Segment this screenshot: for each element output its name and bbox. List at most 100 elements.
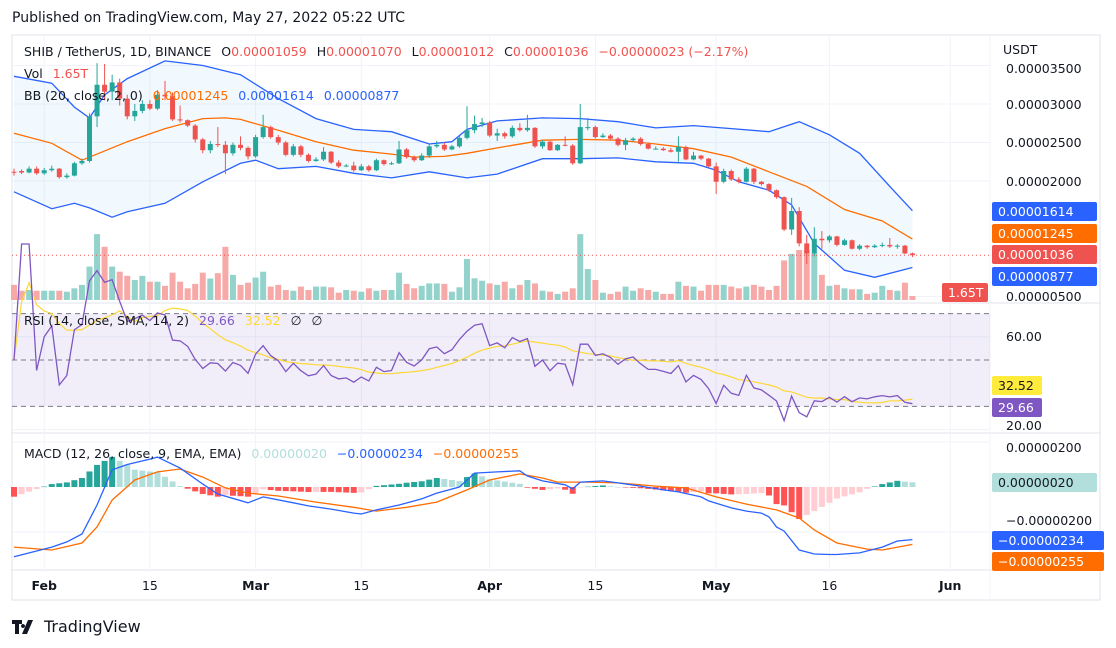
rsi-legend[interactable]: RSI (14, close, SMA, 14, 2) 29.66 32.52 … xyxy=(24,313,328,329)
volume-bar xyxy=(139,275,146,300)
volume-bar xyxy=(811,253,818,300)
volume-bar xyxy=(11,284,17,300)
candle-body xyxy=(19,170,25,173)
macd-legend[interactable]: MACD (12, 26, close, 9, EMA, EMA) 0.0000… xyxy=(24,446,525,462)
candle-body xyxy=(902,245,908,254)
macd-histogram-bar xyxy=(343,487,350,493)
candle-body xyxy=(796,211,802,244)
macd-histogram-bar xyxy=(728,487,735,495)
volume-bar xyxy=(675,281,682,300)
candle-body xyxy=(781,197,787,230)
candle-body xyxy=(449,146,455,150)
volume-bar xyxy=(448,291,455,300)
volume-bar xyxy=(101,246,108,300)
rsi-label: RSI (14, close, SMA, 14, 2) xyxy=(24,313,190,328)
candle-body xyxy=(283,142,289,155)
candle-body xyxy=(811,238,817,254)
candle-body xyxy=(268,127,274,138)
macd-histogram-bar xyxy=(63,482,70,487)
macd-histogram-bar xyxy=(531,487,538,489)
candle-body xyxy=(373,160,379,171)
candle-body xyxy=(222,144,228,154)
candle-body xyxy=(109,82,115,92)
volume-bar xyxy=(403,283,410,300)
symbol-title: SHIB / TetherUS, 1D, BINANCE xyxy=(24,44,212,59)
volume-bar xyxy=(750,284,757,300)
candle-body xyxy=(426,146,432,156)
volume-bar xyxy=(630,290,637,300)
macd-histogram-bar xyxy=(456,481,463,487)
volume-bar xyxy=(479,280,486,300)
time-tick-label: 15 xyxy=(353,578,370,593)
candle-body xyxy=(804,243,810,254)
rsi-price-tag: 29.66 xyxy=(992,397,1042,417)
bb-legend[interactable]: BB (20, close, 2, 0) 0.00001245 0.000016… xyxy=(24,88,405,104)
candle-body xyxy=(185,120,191,126)
volume-legend[interactable]: Vol 1.65T xyxy=(24,66,94,82)
volume-bar xyxy=(592,279,599,300)
candle-body xyxy=(11,171,17,173)
time-tick-label: Apr xyxy=(477,578,503,593)
volume-bar xyxy=(373,290,380,300)
candles xyxy=(11,63,990,265)
candle-body xyxy=(562,144,568,146)
candle-body xyxy=(253,137,259,157)
candle-body xyxy=(774,190,780,198)
candle-body xyxy=(87,116,92,161)
close-price-tag: 0.00001036 xyxy=(992,244,1097,264)
bb-lower-value: 0.00000877 xyxy=(323,88,400,103)
bb-basis-value: 0.00001245 xyxy=(152,88,229,103)
candle-body xyxy=(532,127,538,147)
candle-body xyxy=(56,168,62,178)
candle-body xyxy=(517,127,523,131)
volume-bar xyxy=(539,290,546,300)
macd-histogram-bar xyxy=(569,487,576,494)
volume-bar xyxy=(841,288,848,300)
macd-histogram-bar xyxy=(109,456,116,487)
macd-signal-value: −0.00000255 xyxy=(432,446,519,461)
macd-signal-price-tag: −0.00000255 xyxy=(992,551,1104,571)
macd-histogram-bar xyxy=(71,480,78,487)
bb-lower-price-tag: 0.00000877 xyxy=(992,266,1097,286)
volume-bar xyxy=(282,289,289,300)
candle-body xyxy=(238,144,243,148)
volume-bar xyxy=(622,286,629,300)
volume-bar xyxy=(599,292,606,300)
volume-bar xyxy=(245,282,252,300)
macd-histogram-bar xyxy=(501,481,508,487)
macd-histogram-bar xyxy=(811,487,818,512)
volume-bar xyxy=(267,286,274,300)
volume-bar xyxy=(516,284,523,300)
macd-histogram-bar xyxy=(713,487,720,494)
macd-hist-value: 0.00000020 xyxy=(251,446,327,461)
volume-bar xyxy=(48,290,55,300)
candle-body xyxy=(789,211,795,230)
volume-bar xyxy=(184,288,191,300)
macd-histogram-bar xyxy=(139,470,146,487)
volume-bar xyxy=(758,286,765,300)
macd-histogram-bar xyxy=(365,487,372,490)
chart-frame xyxy=(11,34,1101,601)
volume-bar xyxy=(509,288,516,300)
price-tick-label: 0.00002000 xyxy=(1006,173,1082,189)
close-value: 0.00001036 xyxy=(512,44,589,59)
candle-body xyxy=(751,168,757,182)
macd-histogram-bar xyxy=(94,464,101,487)
volume-bar xyxy=(192,283,199,300)
macd-histogram-bar xyxy=(607,486,614,487)
time-tick-label: Mar xyxy=(242,578,270,593)
macd-histogram-bar xyxy=(562,487,569,490)
volume-bar xyxy=(849,289,856,300)
macd-histogram-bar xyxy=(245,487,252,497)
symbol-legend[interactable]: SHIB / TetherUS, 1D, BINANCE O0.00001059… xyxy=(24,44,754,60)
macd-histogram-bar xyxy=(637,487,644,489)
macd-tick-label: −0.00000200 xyxy=(1006,512,1093,528)
candle-body xyxy=(623,140,629,145)
volume-bar xyxy=(818,274,825,300)
candle-body xyxy=(736,179,742,182)
bollinger-bands xyxy=(13,60,913,278)
candle-body xyxy=(547,141,553,151)
macd-histogram-bar xyxy=(335,487,342,493)
candle-body xyxy=(585,127,591,129)
